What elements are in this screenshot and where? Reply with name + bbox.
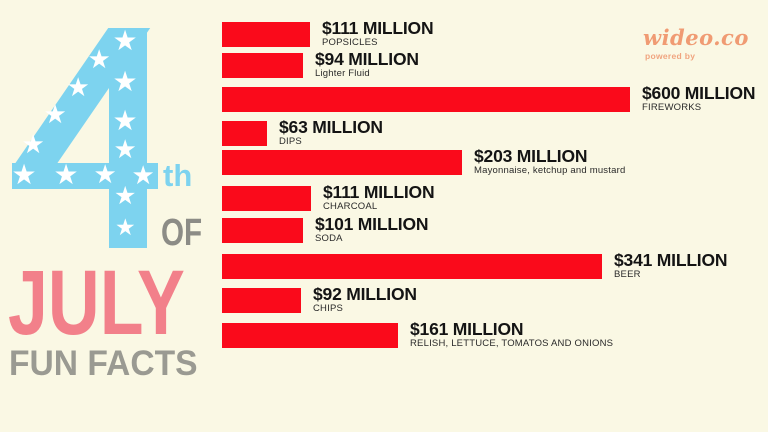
star-icon: ★ [87, 44, 111, 75]
bar-label: $101 MILLION SODA [315, 213, 429, 245]
bar-segment [222, 254, 602, 279]
bar-segment [222, 53, 303, 78]
bar-label: $600 MILLION FIREWORKS [642, 82, 756, 114]
bar-category-label: RELISH, LETTUCE, TOMATOS AND ONIONS [410, 338, 614, 350]
star-icon: ★ [115, 214, 136, 241]
bar-row: $111 MILLION CHARCOAL [222, 181, 435, 213]
bar-row: $161 MILLION RELISH, LETTUCE, TOMATOS AND… [222, 318, 614, 350]
bar-row: $92 MILLION CHIPS [222, 283, 417, 315]
bar-segment [222, 218, 303, 243]
bar-label: $161 MILLION RELISH, LETTUCE, TOMATOS AND… [410, 318, 614, 350]
bar-label: $63 MILLION DIPS [279, 116, 383, 148]
bar-row: $341 MILLION BEER [222, 249, 728, 281]
bar-label: $111 MILLION POPSICLES [322, 17, 434, 49]
bar-segment [222, 186, 311, 211]
page-title: FUN FACTS [9, 344, 198, 383]
star-icon: ★ [114, 180, 137, 210]
title-block: ★ ★ ★ ★ ★ ★ ★ ★ ★ ★ ★ ★ ★ ★ th OF JULY FUN FACTS [0, 0, 222, 432]
word-of: OF [161, 212, 203, 254]
star-icon: ★ [43, 99, 67, 130]
bar-segment [222, 87, 630, 112]
star-icon: ★ [113, 134, 137, 165]
bar-category-label: FIREWORKS [642, 102, 702, 114]
big-four-crossbar [12, 163, 158, 189]
bar-row: $600 MILLION FIREWORKS [222, 82, 756, 114]
bar-row: $203 MILLION Mayonnaise, ketchup and must… [222, 145, 626, 177]
star-icon: ★ [112, 103, 138, 137]
bar-value-label: $111 MILLION [322, 17, 434, 38]
bar-row: $101 MILLION SODA [222, 213, 429, 245]
bar-row: $111 MILLION POPSICLES [222, 17, 434, 49]
bar-segment [222, 323, 398, 348]
bar-value-label: $101 MILLION [315, 213, 429, 234]
bar-segment [222, 121, 267, 146]
bar-category-label: DIPS [279, 136, 302, 148]
star-icon: ★ [11, 157, 37, 191]
star-icon: ★ [131, 160, 155, 191]
bar-value-label: $341 MILLION [614, 249, 728, 270]
bar-value-label: $63 MILLION [279, 116, 383, 137]
bar-label: $111 MILLION CHARCOAL [323, 181, 435, 213]
bar-category-label: CHARCOAL [323, 201, 378, 213]
bar-value-label: $111 MILLION [323, 181, 435, 202]
bar-label: $203 MILLION Mayonnaise, ketchup and must… [474, 145, 626, 177]
bar-row: $63 MILLION DIPS [222, 116, 383, 148]
wideo-logo: wideo.co [643, 25, 749, 50]
bar-value-label: $92 MILLION [313, 283, 417, 304]
bar-value-label: $600 MILLION [642, 82, 756, 103]
big-four-vertical-stroke [109, 28, 147, 248]
star-icon: ★ [21, 129, 45, 160]
bar-value-label: $94 MILLION [315, 48, 419, 69]
bar-chart: $111 MILLION POPSICLES $94 MILLION Lighter … [222, 0, 768, 432]
bar-label: $94 MILLION Lighter Fluid [315, 48, 419, 80]
bar-segment [222, 288, 301, 313]
bar-value-label: $161 MILLION [410, 318, 524, 339]
star-icon: ★ [93, 159, 117, 190]
ordinal-suffix: th [163, 158, 193, 193]
bar-segment [222, 150, 462, 175]
bar-row: $94 MILLION Lighter Fluid [222, 48, 419, 80]
star-icon: ★ [53, 157, 79, 191]
word-july: JULY [8, 252, 185, 354]
bar-category-label: CHIPS [313, 303, 344, 315]
bar-label: $92 MILLION CHIPS [313, 283, 417, 315]
bar-label: $341 MILLION BEER [614, 249, 728, 281]
star-icon: ★ [112, 64, 138, 98]
bar-category-label: BEER [614, 269, 641, 281]
bar-category-label: Mayonnaise, ketchup and mustard [474, 165, 626, 177]
bar-segment [222, 22, 310, 47]
powered-by-label: powered by [645, 51, 696, 61]
bar-value-label: $203 MILLION [474, 145, 588, 166]
star-icon: ★ [112, 23, 138, 57]
star-icon: ★ [66, 72, 90, 103]
bar-category-label: Lighter Fluid [315, 68, 370, 80]
branding: wideo.co powered by [643, 27, 749, 61]
bar-category-label: SODA [315, 233, 343, 245]
bar-category-label: POPSICLES [322, 37, 378, 49]
